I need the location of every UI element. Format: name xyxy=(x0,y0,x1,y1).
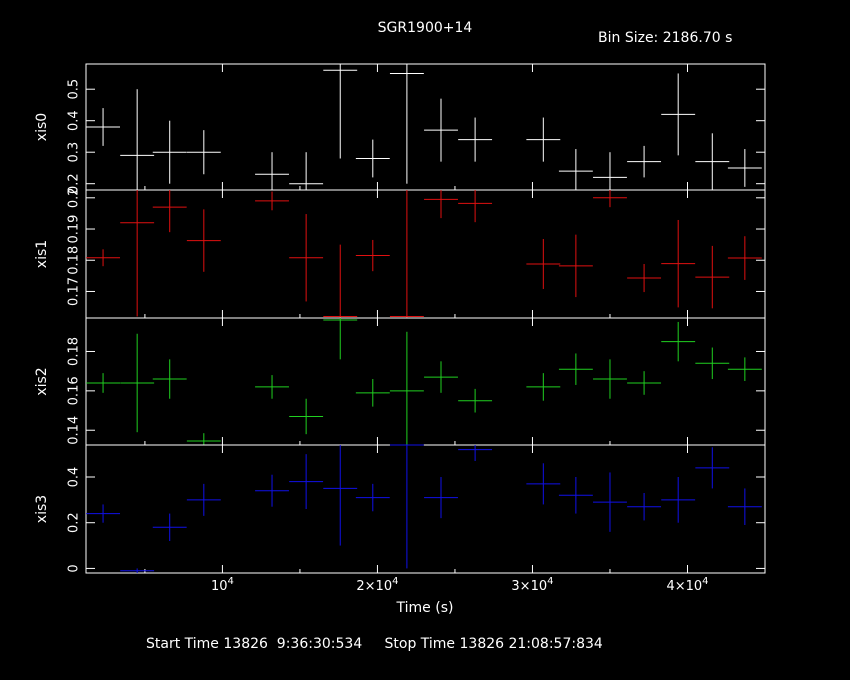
y-tick-label-xis3: 0.4 xyxy=(67,467,82,488)
y-axis-label-xis3: xis3 xyxy=(34,495,50,523)
y-axis-label-xis2: xis2 xyxy=(34,367,50,395)
stop-time-label: Stop Time xyxy=(384,636,456,652)
y-tick-label-xis0: 0.5 xyxy=(67,79,82,100)
start-time-label: Start Time xyxy=(146,636,219,652)
start-time-value: 13826 9:36:30:534 xyxy=(223,636,363,652)
stop-time-value: 13826 21:08:57:834 xyxy=(459,636,603,652)
y-tick-label-xis1: 0.2 xyxy=(67,187,82,208)
x-tick-label: 104 xyxy=(211,576,234,594)
y-tick-label-xis3: 0 xyxy=(67,564,82,572)
x-tick-label: 2×104 xyxy=(356,576,398,594)
bin-size-label: Bin Size: xyxy=(598,30,659,46)
y-axis-label-xis0: xis0 xyxy=(34,113,50,141)
y-tick-label-xis1: 0.18 xyxy=(67,246,82,275)
panel-frame-xis1 xyxy=(85,189,766,319)
panel-frame-xis3 xyxy=(85,444,766,574)
y-axis-label-xis1: xis1 xyxy=(34,240,50,268)
time-range-footer: Start Time 13826 9:36:30:534 Stop Time 1… xyxy=(146,636,603,652)
panel-frame-xis0 xyxy=(85,63,766,191)
y-tick-label-xis2: 0.14 xyxy=(67,416,82,445)
y-tick-label-xis3: 0.2 xyxy=(67,512,82,533)
y-tick-label-xis1: 0.17 xyxy=(67,277,82,306)
x-axis-label: Time (s) xyxy=(396,600,454,616)
chart-title: SGR1900+14 xyxy=(377,20,473,36)
panel-frame-xis2 xyxy=(85,317,766,446)
y-tick-label-xis0: 0.4 xyxy=(67,110,82,131)
y-tick-label-xis1: 0.19 xyxy=(67,215,82,244)
x-tick-label: 3×104 xyxy=(511,576,553,594)
y-tick-label-xis2: 0.16 xyxy=(67,376,82,405)
y-tick-label-xis0: 0.2 xyxy=(67,173,82,194)
bin-size-value: 2186.70 xyxy=(662,30,721,46)
x-tick-label: 4×104 xyxy=(666,576,708,594)
y-tick-label-xis2: 0.18 xyxy=(67,337,82,366)
y-tick-label-xis0: 0.3 xyxy=(67,142,82,163)
bin-size-unit: s xyxy=(725,30,733,46)
bin-size-readout: Bin Size: 2186.70 s xyxy=(598,30,732,46)
